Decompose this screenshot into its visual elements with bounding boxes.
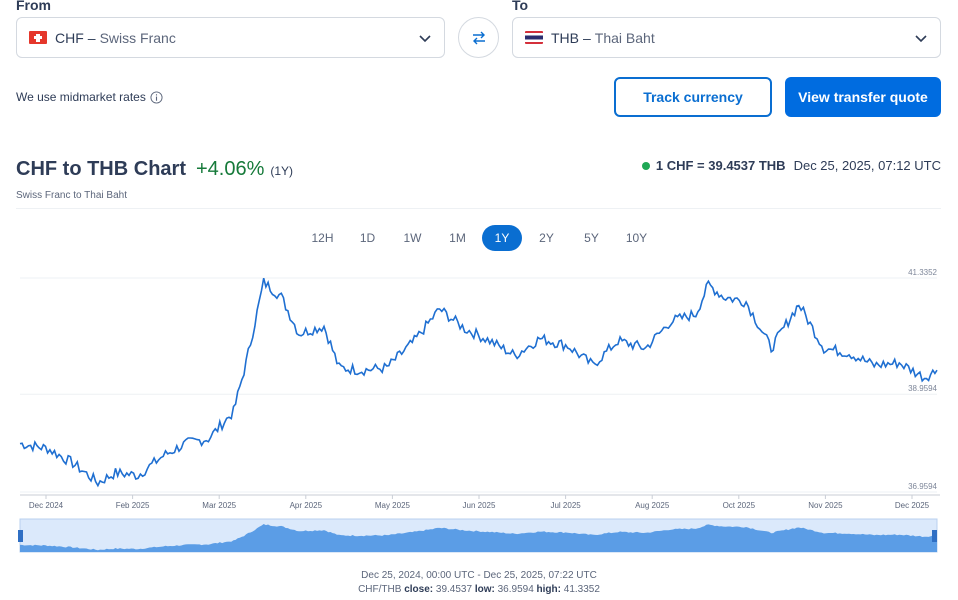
to-currency-code: THB <box>551 29 579 46</box>
tab-5y[interactable]: 5Y <box>584 231 599 245</box>
x-tick-label: Jul 2025 <box>550 501 581 510</box>
divider <box>16 208 941 209</box>
x-tick-label: May 2025 <box>375 501 411 510</box>
tab-10y[interactable]: 10Y <box>625 231 648 245</box>
from-currency-name: Swiss Franc <box>99 29 176 46</box>
y-axis-labels: 41.3352 38.9594 36.9594 <box>908 268 937 491</box>
chart-summary: CHF/THB close: 39.4537 low: 36.9594 high… <box>0 584 958 595</box>
period-tabs: 12H 1D 1W 1M 1Y 2Y 5Y 10Y <box>300 225 659 251</box>
summary-low-label: low: <box>474 584 495 595</box>
track-currency-button[interactable]: Track currency <box>614 77 772 117</box>
tab-1y[interactable]: 1Y <box>482 225 522 251</box>
chart-date-range: Dec 25, 2024, 00:00 UTC - Dec 25, 2025, … <box>361 570 597 581</box>
summary-high-label: high: <box>536 584 561 595</box>
tab-1d[interactable]: 1D <box>359 231 376 245</box>
x-tick-label: Jun 2025 <box>463 501 496 510</box>
from-currency-code: CHF <box>55 29 84 46</box>
chevron-down-icon <box>915 35 927 43</box>
y-tick-label: 38.9594 <box>908 384 937 393</box>
to-dash: – <box>583 29 591 46</box>
x-axis-labels: Dec 2024 Feb 2025 Mar 2025 Apr 2025 May 2025… <box>29 495 930 510</box>
live-status-icon <box>641 161 650 170</box>
summary-pair: CHF/THB <box>358 584 402 595</box>
chart-header: CHF to THB Chart +4.06% (1Y) <box>16 158 293 181</box>
summary-low: 36.9594 <box>497 584 534 595</box>
swap-icon <box>472 31 485 44</box>
x-tick-label: Aug 2025 <box>635 501 670 510</box>
tab-1m[interactable]: 1M <box>449 231 466 245</box>
chart-subtitle: Swiss Franc to Thai Baht <box>16 190 127 201</box>
chart-title: CHF to THB Chart <box>16 158 186 180</box>
navigator-right-handle[interactable] <box>932 530 937 542</box>
rate-chart[interactable]: 41.3352 38.9594 36.9594 Dec 2024 Feb 2025 Ma… <box>0 268 958 558</box>
to-currency-name: Thai Baht <box>594 29 655 46</box>
swap-currencies-button[interactable] <box>458 17 499 58</box>
change-percent: +4.06% <box>195 158 265 180</box>
summary-high: 41.3352 <box>563 584 600 595</box>
x-tick-label: Dec 2024 <box>29 501 64 510</box>
midmarket-text: We use midmarket rates <box>16 90 146 104</box>
from-label: From <box>16 0 51 13</box>
summary-close: 39.4537 <box>435 584 473 595</box>
y-tick-label: 36.9594 <box>908 482 937 491</box>
swiss-flag-icon <box>29 31 47 44</box>
view-transfer-quote-button[interactable]: View transfer quote <box>785 77 941 117</box>
to-label: To <box>512 0 529 13</box>
from-dash: – <box>87 29 96 46</box>
y-tick-label: 41.3352 <box>908 268 937 277</box>
navigator-area <box>20 524 937 552</box>
x-tick-label: Dec 2025 <box>895 501 930 510</box>
range-navigator[interactable] <box>18 518 938 553</box>
thai-flag-icon <box>525 31 543 44</box>
navigator-left-handle[interactable] <box>18 530 23 542</box>
x-tick-label: Mar 2025 <box>202 501 236 510</box>
tab-1w[interactable]: 1W <box>403 231 422 245</box>
to-currency-select[interactable]: THB – Thai Baht <box>512 17 941 58</box>
from-currency-select[interactable]: CHF – Swiss Franc <box>16 17 445 58</box>
rate-line-series <box>19 278 938 488</box>
change-period: (1Y) <box>270 164 294 178</box>
summary-close-label: close: <box>404 584 434 595</box>
midmarket-note: We use midmarket rates <box>16 90 163 104</box>
x-tick-label: Nov 2025 <box>808 501 843 510</box>
rate-value: 1 CHF = 39.4537 THB <box>655 158 786 173</box>
chevron-down-icon <box>419 35 431 43</box>
rate-timestamp: Dec 25, 2025, 07:12 UTC <box>793 158 941 173</box>
info-icon[interactable] <box>150 90 163 104</box>
tab-2y[interactable]: 2Y <box>539 231 554 245</box>
live-rate: 1 CHF = 39.4537 THB Dec 25, 2025, 07:12 … <box>641 158 941 173</box>
x-tick-label: Apr 2025 <box>290 501 323 510</box>
x-tick-label: Feb 2025 <box>116 501 150 510</box>
chart-grid <box>20 277 937 493</box>
x-tick-label: Oct 2025 <box>723 501 756 510</box>
tab-12h[interactable]: 12H <box>311 231 334 245</box>
